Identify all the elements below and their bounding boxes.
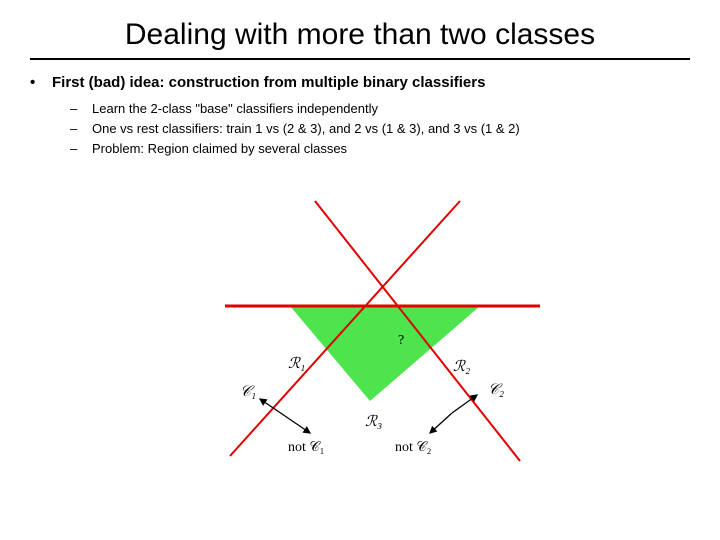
sub-text: Problem: Region claimed by several class… <box>92 139 347 159</box>
label-r3: ℛ₃ <box>365 414 382 430</box>
sub-text: One vs rest classifiers: train 1 vs (2 &… <box>92 119 520 139</box>
sub-marker: – <box>70 139 92 159</box>
sub-marker: – <box>70 99 92 119</box>
sub-bullet: – One vs rest classifiers: train 1 vs (2… <box>70 119 690 139</box>
bullet-marker: • <box>30 74 52 91</box>
arrow <box>260 399 285 416</box>
classifier-diagram: ? ℛ₁ ℛ₂ ℛ₃ 𝒞₁ not 𝒞₁ 𝒞₂ not 𝒞₂ <box>170 181 550 471</box>
sub-text: Learn the 2-class "base" classifiers ind… <box>92 99 378 119</box>
label-not-c2: not 𝒞₂ <box>395 440 432 455</box>
bullet-text: First (bad) idea: construction from mult… <box>52 74 485 91</box>
label-not-c1: not 𝒞₁ <box>288 440 324 455</box>
arrow <box>430 413 452 433</box>
sub-bullet: – Learn the 2-class "base" classifiers i… <box>70 99 690 119</box>
sub-marker: – <box>70 119 92 139</box>
label-r1: ℛ₁ <box>288 356 305 372</box>
label-c2: 𝒞₂ <box>488 382 504 398</box>
sub-bullet-list: – Learn the 2-class "base" classifiers i… <box>70 99 690 159</box>
bullet-main: • First (bad) idea: construction from mu… <box>30 74 690 91</box>
slide-title: Dealing with more than two classes <box>30 18 690 52</box>
ambiguous-region <box>290 306 480 401</box>
label-c1: 𝒞₁ <box>240 384 256 400</box>
sub-bullet: – Problem: Region claimed by several cla… <box>70 139 690 159</box>
title-rule <box>30 58 690 60</box>
arrow <box>452 395 477 413</box>
arrow <box>285 416 310 433</box>
label-r2: ℛ₂ <box>453 359 470 375</box>
label-question: ? <box>398 333 404 348</box>
